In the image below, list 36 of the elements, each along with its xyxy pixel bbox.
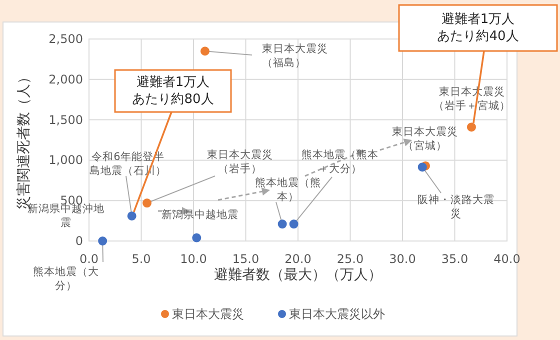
point (200, 46, 210, 56)
point (418, 162, 427, 172)
y-tick-label: 1,000 (48, 153, 83, 168)
annotation: 東日本大震災（福島） (262, 42, 328, 69)
x-tick-label: 10.0 (180, 252, 207, 266)
x-axis-title: 避難者数（最大）（万人） (214, 267, 382, 283)
annotation: 新潟県中越地震 (162, 208, 238, 221)
point (98, 236, 108, 246)
point (278, 220, 287, 229)
annotation: 熊本地震（熊本＋大分） (302, 148, 378, 175)
x-tick-label: 5.0 (132, 252, 151, 266)
point (142, 198, 152, 208)
annotation: 東日本大震災（岩手） (207, 148, 273, 175)
point (127, 211, 136, 220)
x-tick-label: 25.0 (336, 252, 364, 266)
point (466, 122, 476, 132)
x-tick-label: 40.0 (494, 252, 520, 266)
x-tick-label: 0.0 (79, 252, 99, 266)
legend-label: 東日本大震災以外 (289, 307, 385, 321)
y-tick-label: 0 (75, 234, 83, 248)
y-tick-label: 1,500 (48, 112, 83, 127)
x-tick-label: 35.0 (441, 252, 468, 266)
annotation: 東日本大震災（宮城） (392, 125, 458, 152)
point (192, 233, 202, 242)
annotation: 熊本地震（大分） (33, 265, 99, 292)
annotation: 避難者1万人あたり約40人 (437, 12, 519, 44)
annotation: 阪神・淡路大震災 (418, 193, 494, 220)
legend-label: 東日本大震災 (172, 307, 244, 321)
annotation: 避難者1万人あたり約80人 (132, 75, 214, 107)
annotation: 熊本地震（熊本） (255, 176, 321, 203)
x-tick-label: 30.0 (389, 252, 416, 266)
point (289, 220, 298, 229)
x-tick-label: 20.0 (284, 252, 312, 266)
y-tick-label: 2,500 (48, 32, 83, 46)
x-tick-label: 15.0 (232, 252, 260, 266)
y-tick-label: 2,000 (48, 72, 83, 86)
